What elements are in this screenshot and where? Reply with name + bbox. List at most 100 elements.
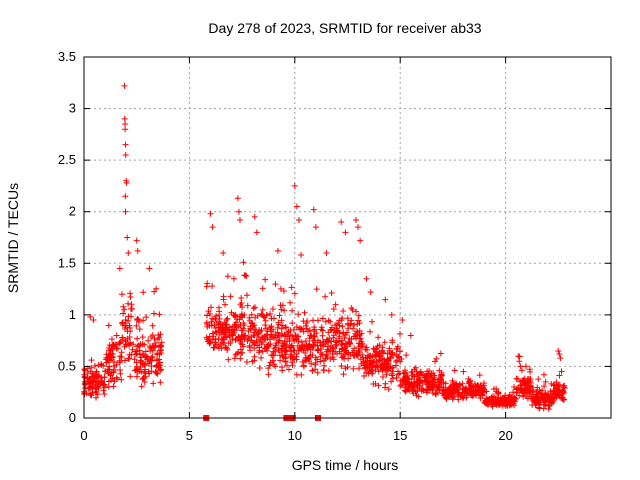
data-point — [453, 386, 460, 393]
data-point — [517, 378, 524, 385]
data-point — [438, 369, 445, 376]
data-point — [235, 208, 242, 215]
data-point — [116, 265, 123, 272]
data-point — [224, 345, 231, 352]
data-point — [370, 380, 377, 387]
data-point — [244, 337, 251, 344]
data-point — [360, 359, 367, 366]
data-point — [109, 375, 116, 382]
data-point — [87, 313, 94, 320]
data-point — [130, 341, 137, 348]
data-point — [338, 219, 345, 226]
data-point — [317, 358, 324, 365]
data-point — [237, 346, 244, 353]
data-point — [385, 361, 392, 368]
data-point — [361, 373, 368, 380]
data-point — [385, 386, 392, 393]
data-point — [338, 341, 345, 348]
data-point — [355, 344, 362, 351]
data-point — [497, 395, 504, 402]
data-point — [275, 319, 282, 326]
data-point — [220, 249, 227, 256]
data-point — [350, 365, 357, 372]
data-point — [310, 333, 317, 340]
data-point — [317, 353, 324, 360]
data-point — [315, 346, 322, 353]
data-point — [140, 317, 147, 324]
data-point — [324, 337, 331, 344]
data-point — [456, 381, 463, 388]
data-point — [230, 311, 237, 318]
data-point — [233, 335, 240, 342]
data-point — [312, 359, 319, 366]
data-point — [149, 322, 156, 329]
data-point — [127, 373, 134, 380]
data-point — [267, 310, 274, 317]
data-point — [136, 326, 143, 333]
data-point — [225, 356, 232, 363]
data-point — [293, 203, 300, 210]
data-point — [209, 224, 216, 231]
data-point — [287, 348, 294, 355]
data-point — [535, 376, 542, 383]
data-point — [251, 326, 258, 333]
data-point — [529, 401, 536, 408]
data-point — [369, 363, 376, 370]
data-point — [103, 351, 110, 358]
data-point — [267, 331, 274, 338]
data-point — [133, 237, 140, 244]
data-point — [339, 323, 346, 330]
data-point — [105, 322, 112, 329]
data-point — [246, 314, 253, 321]
data-point — [355, 312, 362, 319]
y-tick-label: 0 — [69, 410, 76, 425]
data-point — [335, 320, 342, 327]
data-point — [466, 380, 473, 387]
data-point — [93, 394, 100, 401]
x-tick-label: 5 — [186, 428, 193, 443]
data-point — [378, 364, 385, 371]
data-point — [251, 329, 258, 336]
data-point — [340, 308, 347, 315]
data-point — [138, 354, 145, 361]
data-point — [493, 385, 500, 392]
data-point — [91, 373, 98, 380]
data-point — [303, 319, 310, 326]
data-point — [92, 384, 99, 391]
data-point — [125, 300, 132, 307]
data-point — [389, 350, 396, 357]
x-tick-label: 15 — [393, 428, 407, 443]
data-point — [300, 363, 307, 370]
y-tick-label: 0.5 — [58, 358, 76, 373]
data-point — [216, 331, 223, 338]
data-point — [157, 379, 164, 386]
data-point — [524, 389, 531, 396]
data-point — [265, 341, 272, 348]
data-point — [100, 387, 107, 394]
data-point — [437, 350, 444, 357]
data-point — [355, 317, 362, 324]
data-point — [556, 372, 563, 379]
data-point — [238, 311, 245, 318]
data-point — [503, 398, 510, 405]
data-point — [351, 352, 358, 359]
data-point — [301, 309, 308, 316]
data-point — [414, 384, 421, 391]
y-tick-label: 2.5 — [58, 152, 76, 167]
data-point — [139, 334, 146, 341]
data-point — [493, 400, 500, 407]
data-point — [521, 389, 528, 396]
data-point — [536, 386, 543, 393]
data-point — [258, 334, 265, 341]
data-point — [340, 330, 347, 337]
data-point — [420, 387, 427, 394]
data-point — [342, 340, 349, 347]
data-point — [240, 325, 247, 332]
data-point — [448, 387, 455, 394]
data-point — [116, 357, 123, 364]
data-point — [342, 229, 349, 236]
x-tick-label: 0 — [80, 428, 87, 443]
data-point — [279, 302, 286, 309]
data-point — [258, 310, 265, 317]
data-point — [120, 303, 127, 310]
